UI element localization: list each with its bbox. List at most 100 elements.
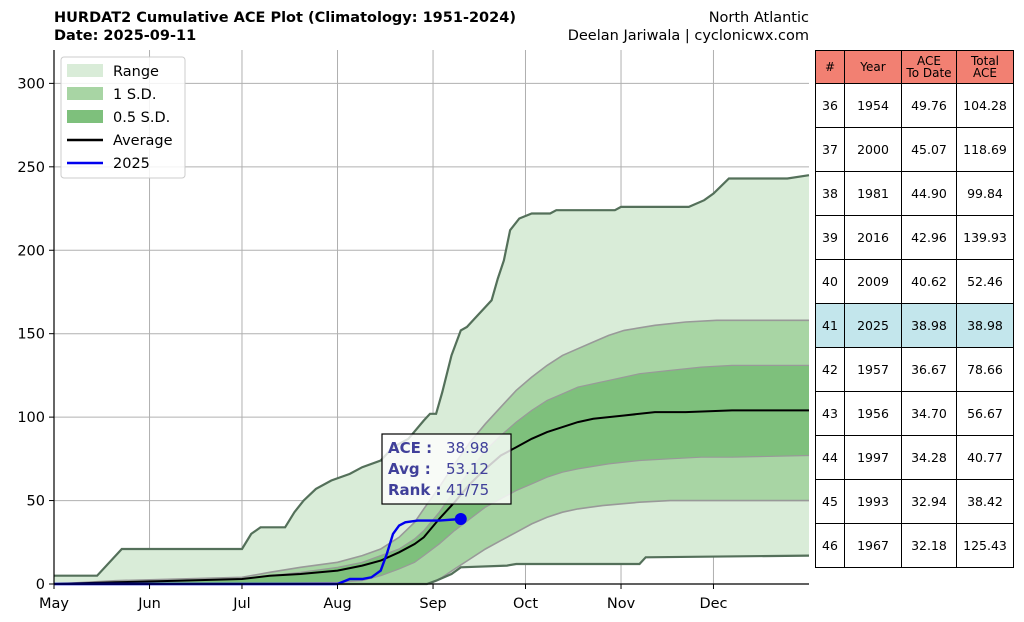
table-row: 36 1954 49.76 104.28: [815, 83, 1014, 128]
header-year: Year: [844, 50, 902, 84]
cell-rank: 45: [815, 479, 845, 524]
legend-sd05-label: 0.5 S.D.: [113, 110, 170, 126]
y-tick-label: 100: [17, 410, 45, 426]
legend-range-swatch: [67, 64, 103, 77]
y-tick-label: 250: [17, 160, 45, 176]
ace-ranking-table: # Year ACE To Date Total ACE 36 1954 49.76 10…: [815, 50, 1014, 568]
table-row: 37 2000 45.07 118.69: [815, 127, 1014, 172]
range-min-line: [54, 554, 810, 586]
current-2025-line: [54, 517, 461, 586]
cell-year: 2016: [844, 215, 902, 260]
cell-ace-to-date: 40.62: [901, 259, 957, 304]
y-tick-label: 300: [17, 76, 45, 92]
x-tick-label: Oct: [513, 596, 538, 612]
cell-rank: 42: [815, 347, 845, 392]
legend-sd1-label: 1 S.D.: [113, 87, 156, 103]
cell-total-ace: 56.67: [956, 391, 1014, 436]
table-row: 42 1957 36.67 78.66: [815, 347, 1014, 392]
cell-year: 1997: [844, 435, 902, 480]
table-row: 38 1981 44.90 99.84: [815, 171, 1014, 216]
header-total-ace: Total ACE: [956, 50, 1014, 84]
cell-total-ace: 118.69: [956, 127, 1014, 172]
cell-ace-to-date: 32.94: [901, 479, 957, 524]
legend-average-label: Average: [113, 133, 173, 149]
sd05-band: [54, 365, 809, 584]
x-tick-label: May: [39, 596, 69, 612]
annotation-rank-label: Rank :: [388, 481, 442, 499]
x-tick-label: Nov: [607, 596, 636, 612]
x-tick-label: Aug: [323, 596, 351, 612]
cell-total-ace: 52.46: [956, 259, 1014, 304]
cell-rank: 40: [815, 259, 845, 304]
range-max-line: [54, 174, 810, 577]
sd1-upper-edge: [53, 319, 809, 585]
cell-rank: 43: [815, 391, 845, 436]
cell-ace-to-date: 49.76: [901, 83, 957, 128]
annotation-ace-value: 38.98: [446, 439, 489, 457]
cell-rank: 41: [815, 303, 845, 348]
annotation-avg-value: 53.12: [446, 460, 489, 478]
table-row: 43 1956 34.70 56.67: [815, 391, 1014, 436]
annotation-ace-label: ACE :: [388, 439, 432, 457]
cell-ace-to-date: 34.28: [901, 435, 957, 480]
annotation-avg-label: Avg :: [388, 460, 431, 478]
chart-legend: Range 1 S.D. 0.5 S.D. Average 2025: [60, 56, 186, 179]
legend-sd05-swatch: [67, 110, 103, 123]
x-tick-label: Jun: [137, 596, 161, 612]
cell-total-ace: 125.43: [956, 523, 1014, 568]
cell-total-ace: 99.84: [956, 171, 1014, 216]
cell-rank: 39: [815, 215, 845, 260]
x-tick-label: Jul: [232, 596, 251, 612]
sd05-lower-edge: [54, 454, 810, 585]
table-row: 44 1997 34.28 40.77: [815, 435, 1014, 480]
table-row: 41 2025 38.98 38.98: [815, 303, 1014, 348]
x-tick-label: Dec: [699, 596, 727, 612]
cell-rank: 36: [815, 83, 845, 128]
legend-2025-label: 2025: [113, 156, 150, 172]
cell-total-ace: 78.66: [956, 347, 1014, 392]
cell-ace-to-date: 38.98: [901, 303, 957, 348]
cell-year: 1981: [844, 171, 902, 216]
chart-date: Date: 2025-09-11: [54, 28, 197, 44]
header-rank: #: [815, 50, 845, 84]
cell-year: 2025: [844, 303, 902, 348]
ace-chart: 0 50 100 150 200 250 300 May Jun Jul Aug Sep Oct Nov D…: [17, 50, 810, 612]
cell-ace-to-date: 34.70: [901, 391, 957, 436]
table-header-row: # Year ACE To Date Total ACE: [815, 50, 1014, 84]
cell-year: 1967: [844, 523, 902, 568]
table-row: 46 1967 32.18 125.43: [815, 523, 1014, 568]
x-tick-label: Sep: [419, 596, 446, 612]
table-row: 40 2009 40.62 52.46: [815, 259, 1014, 304]
header-ace-to-date: ACE To Date: [901, 50, 957, 84]
cell-ace-to-date: 44.90: [901, 171, 957, 216]
annotation-rank-value: 41/75: [446, 481, 489, 499]
chart-title: HURDAT2 Cumulative ACE Plot (Climatology…: [54, 10, 516, 26]
cell-total-ace: 38.98: [956, 303, 1014, 348]
region-label: North Atlantic: [708, 10, 809, 26]
cell-ace-to-date: 42.96: [901, 215, 957, 260]
cell-year: 2000: [844, 127, 902, 172]
table-row: 39 2016 42.96 139.93: [815, 215, 1014, 260]
author-credit: Deelan Jariwala | cyclonicwx.com: [567, 28, 809, 44]
cell-year: 1957: [844, 347, 902, 392]
cell-rank: 46: [815, 523, 845, 568]
cell-rank: 37: [815, 127, 845, 172]
cell-total-ace: 104.28: [956, 83, 1014, 128]
legend-range-label: Range: [113, 64, 159, 80]
table-row: 45 1993 32.94 38.42: [815, 479, 1014, 524]
cell-year: 1954: [844, 83, 902, 128]
y-tick-label: 200: [17, 243, 45, 259]
y-tick-label: 0: [36, 577, 45, 593]
cell-total-ace: 139.93: [956, 215, 1014, 260]
cell-ace-to-date: 36.67: [901, 347, 957, 392]
cell-rank: 44: [815, 435, 845, 480]
cell-year: 2009: [844, 259, 902, 304]
cell-total-ace: 38.42: [956, 479, 1014, 524]
y-tick-label: 50: [27, 494, 45, 510]
cell-ace-to-date: 32.18: [901, 523, 957, 568]
cell-year: 1956: [844, 391, 902, 436]
annotation-box: [381, 433, 512, 505]
current-2025-marker: [454, 512, 467, 525]
legend-sd1-swatch: [67, 87, 103, 100]
